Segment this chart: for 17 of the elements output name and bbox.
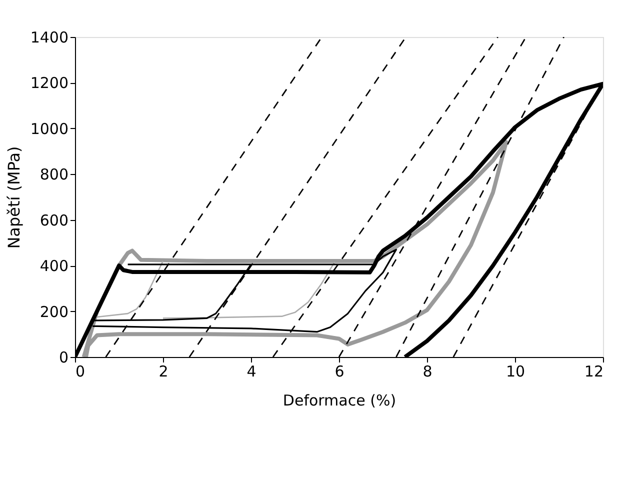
- x-tick-label: 12: [584, 362, 604, 380]
- y-tick-label: 1400: [30, 28, 68, 46]
- x-tick-label: 4: [246, 362, 256, 380]
- x-tick-label: 0: [76, 362, 86, 380]
- x-axis-title: Deformace (%): [282, 392, 396, 410]
- y-tick-label: 1000: [30, 120, 68, 138]
- x-tick-label: 8: [422, 362, 432, 380]
- x-tick-label: 10: [506, 362, 526, 380]
- y-axis-title: Napětí (MPa): [4, 146, 24, 249]
- y-tick-label: 800: [40, 166, 68, 184]
- y-tick-label: 200: [40, 302, 68, 321]
- y-tick-label: 1200: [30, 74, 68, 92]
- x-tick-label: 2: [158, 362, 168, 380]
- y-tick-label: 400: [40, 257, 68, 276]
- y-tick-label: 600: [40, 211, 68, 230]
- y-tick-label: 0: [58, 348, 68, 366]
- x-tick-label: 6: [334, 362, 344, 380]
